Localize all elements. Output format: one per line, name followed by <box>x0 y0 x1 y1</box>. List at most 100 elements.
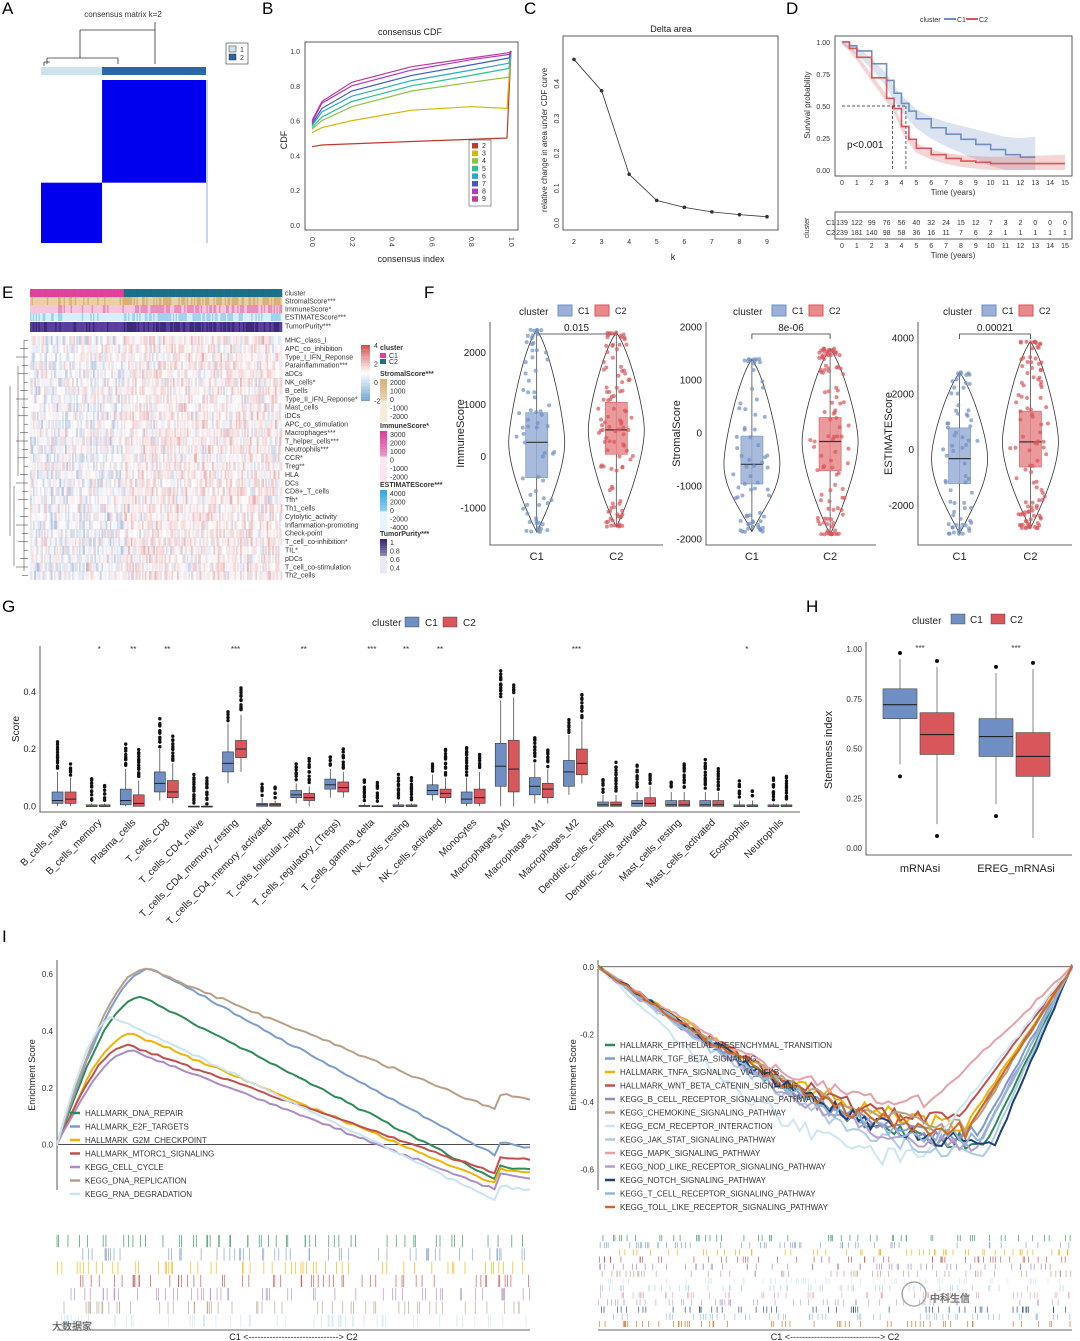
heat-cell <box>193 504 196 513</box>
heat-cell <box>60 462 63 471</box>
annotation-cell <box>150 305 153 313</box>
heat-cell <box>164 403 167 412</box>
heat-cell <box>147 445 150 454</box>
heat-cell <box>203 394 206 404</box>
heat-cell <box>230 470 232 480</box>
heat-cell <box>80 369 83 379</box>
heat-cell <box>228 352 231 362</box>
annotation-cell <box>91 322 94 332</box>
heat-cell <box>244 462 246 471</box>
heat-cell <box>30 436 32 446</box>
annotation-cell <box>69 322 71 332</box>
heat-cell <box>202 344 204 354</box>
annotation-cell <box>31 305 34 313</box>
x-tick-label: 11 <box>1002 180 1009 187</box>
annotation-cell <box>263 305 266 313</box>
annotation-cell <box>34 305 36 313</box>
heat-cell <box>223 344 225 354</box>
heat-cell <box>161 420 164 429</box>
annotation-cell <box>84 305 87 313</box>
annotation-cell <box>270 305 273 313</box>
annotation-cell <box>129 289 132 297</box>
annotation-cell <box>199 313 202 321</box>
heat-cell <box>86 411 88 421</box>
heat-cell <box>195 361 197 370</box>
heat-cell <box>74 453 77 463</box>
annotation-cell <box>130 305 133 313</box>
heat-cell <box>214 352 217 362</box>
heat-cell <box>188 445 190 454</box>
heat-cell <box>165 344 168 354</box>
annotation-cell <box>136 313 139 321</box>
heat-cell <box>279 445 281 454</box>
heat-cell <box>181 411 183 421</box>
heat-cell <box>65 445 67 454</box>
heat-cell <box>164 445 167 454</box>
heat-cell <box>202 487 204 496</box>
heat-cell <box>52 394 55 404</box>
heat-cell <box>107 428 109 438</box>
heat-cell <box>157 411 160 421</box>
annotation-cell <box>56 297 59 305</box>
heat-cell <box>184 453 186 463</box>
heat-cell <box>105 436 108 446</box>
annotation-cell <box>144 305 147 313</box>
annotation-cell <box>193 313 196 321</box>
heat-cell <box>153 453 155 463</box>
heat-cell <box>175 344 178 354</box>
heat-cell <box>97 403 99 412</box>
heat-cell <box>102 428 105 438</box>
heat-cell <box>161 352 164 362</box>
heat-cell <box>220 453 223 463</box>
heat-cell <box>129 478 132 488</box>
annotation-cell <box>46 313 49 321</box>
heat-cell <box>237 495 239 505</box>
annotation-cell <box>144 322 147 332</box>
heat-cell <box>259 411 262 421</box>
annotation-cell <box>270 289 273 297</box>
heat-cell <box>234 344 237 354</box>
annotation-cell <box>74 313 77 321</box>
heat-cell <box>279 369 281 379</box>
heat-cell <box>161 428 164 438</box>
annotation-cell <box>258 289 260 297</box>
heat-cell <box>56 495 59 505</box>
heat-cell <box>199 470 202 480</box>
annotation-cell <box>277 313 280 321</box>
heat-cell <box>42 495 45 505</box>
heat-cell <box>241 478 244 488</box>
heat-cell <box>67 352 70 362</box>
heat-cell <box>83 453 85 463</box>
heat-cell <box>221 428 224 438</box>
heat-cell <box>66 403 69 412</box>
annotation-cell <box>56 313 59 321</box>
heat-cell <box>31 336 34 345</box>
heat-cell <box>122 512 125 522</box>
heat-cell <box>151 336 154 345</box>
heat-cell <box>174 453 176 463</box>
heat-cell <box>42 420 45 429</box>
heat-cell <box>231 495 234 505</box>
heat-cell <box>31 504 34 513</box>
heat-cell <box>132 470 134 480</box>
heat-cell <box>217 378 220 387</box>
annotation-cell <box>95 297 98 305</box>
heat-cell <box>100 369 102 379</box>
heat-cell <box>121 378 123 387</box>
heat-cell <box>136 361 139 370</box>
heat-cell <box>104 378 106 387</box>
annotation-cell <box>41 322 43 332</box>
heat-cell <box>49 436 52 446</box>
heat-cell <box>79 462 81 471</box>
series-line-k3 <box>311 50 512 134</box>
annotation-cell <box>186 322 189 332</box>
row-label: NK_cells* <box>285 380 316 387</box>
heat-cell <box>53 428 56 438</box>
heat-cell <box>280 344 283 354</box>
heat-cell <box>270 470 273 480</box>
heat-cell <box>277 504 280 513</box>
heat-cell <box>262 361 265 370</box>
heat-cell <box>219 428 221 438</box>
annotation-cell <box>167 322 169 332</box>
heat-cell <box>114 504 116 513</box>
